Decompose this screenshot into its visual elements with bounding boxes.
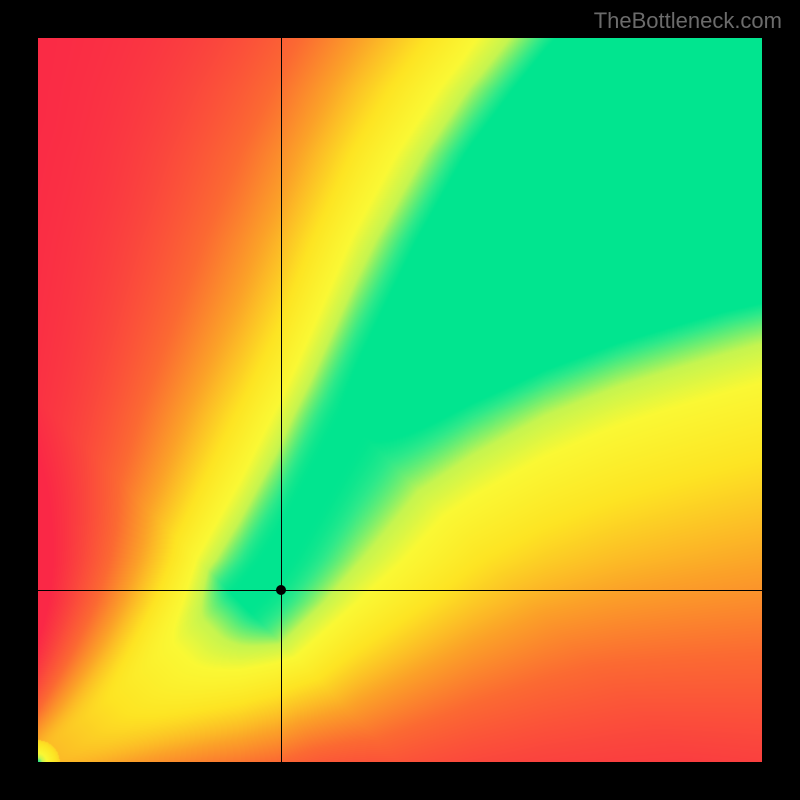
watermark-text: TheBottleneck.com [594,8,782,34]
heatmap-plot [38,38,762,762]
crosshair-vertical [281,38,282,762]
crosshair-marker [276,585,286,595]
heatmap-canvas [38,38,762,762]
crosshair-horizontal [38,590,762,591]
